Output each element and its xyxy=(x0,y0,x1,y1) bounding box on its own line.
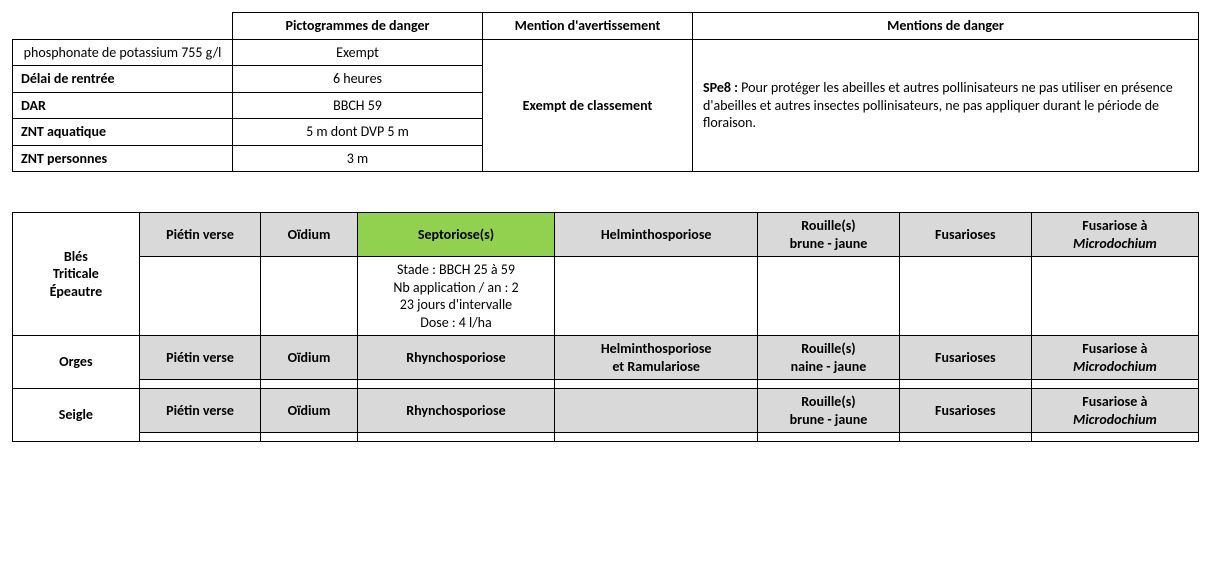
disease-header: Oïdium xyxy=(261,336,357,380)
table-row xyxy=(13,380,1199,389)
disease-header: Piétin verse xyxy=(139,336,261,380)
cell xyxy=(1031,433,1198,442)
cell xyxy=(357,380,555,389)
label: Triticale xyxy=(53,265,99,282)
disease-header: Fusarioses xyxy=(899,389,1031,433)
label: naine - jaune xyxy=(791,358,867,375)
disease-header: Rouille(s) naine - jaune xyxy=(758,336,900,380)
label: brune - jaune xyxy=(790,411,868,428)
label: Rouille(s) xyxy=(801,217,855,234)
label: Mention d'avertissement xyxy=(515,17,661,34)
label: Fusariose à xyxy=(1082,393,1147,410)
cell xyxy=(758,380,900,389)
header-pictogrammes: Pictogrammes de danger xyxy=(233,13,483,40)
cell xyxy=(357,433,555,442)
cell xyxy=(261,433,357,442)
cell xyxy=(1031,257,1198,336)
disease-header: Piétin verse xyxy=(139,213,261,257)
label: et Ramulariose xyxy=(612,358,700,375)
disease-header: Fusarioses xyxy=(899,213,1031,257)
row-value: BBCH 59 xyxy=(233,92,483,119)
cell xyxy=(1031,380,1198,389)
header-mention-avertissement: Mention d'avertissement xyxy=(483,13,693,40)
label: Épeautre xyxy=(50,283,103,300)
cell xyxy=(139,433,261,442)
disease-header: Fusariose à Microdochium xyxy=(1031,336,1198,380)
cell xyxy=(555,433,758,442)
label: brune - jaune xyxy=(790,235,868,252)
table-row: Stade : BBCH 25 à 59 Nb application / an… xyxy=(13,257,1199,336)
header-mentions-danger: Mentions de danger xyxy=(693,13,1199,40)
row-label: ZNT aquatique xyxy=(13,119,233,146)
blank-cell xyxy=(13,13,233,40)
disease-header: Rhynchosporiose xyxy=(357,336,555,380)
label: Fusariose à xyxy=(1082,340,1147,357)
label: Microdochium xyxy=(1073,358,1157,375)
label: Rouille(s) xyxy=(801,340,855,357)
disease-header: Rouille(s) brune - jaune xyxy=(758,213,900,257)
label: Blés xyxy=(64,248,88,265)
cell xyxy=(555,380,758,389)
label: Dose : 4 l/ha xyxy=(420,314,491,331)
row-label: DAR xyxy=(13,92,233,119)
spe8-label: SPe8 : xyxy=(703,79,738,96)
disease-header: Oïdium xyxy=(261,213,357,257)
table-row: Pictogrammes de danger Mention d'avertis… xyxy=(13,13,1199,40)
cell xyxy=(261,380,357,389)
label: Rouille(s) xyxy=(801,393,855,410)
cell-septoriose-details: Stade : BBCH 25 à 59 Nb application / an… xyxy=(357,257,555,336)
crop-seigle: Seigle xyxy=(13,389,140,442)
cell-exempt-classement: Exempt de classement xyxy=(483,39,693,172)
disease-table: Blés Triticale Épeautre Piétin verse Oïd… xyxy=(12,212,1199,442)
label: Microdochium xyxy=(1073,235,1157,252)
crop-orges: Orges xyxy=(13,336,140,389)
label: Microdochium xyxy=(1073,411,1157,428)
row-value: 6 heures xyxy=(233,66,483,93)
cell xyxy=(899,380,1031,389)
cell xyxy=(555,257,758,336)
cell-substance: phosphonate de potassium 755 g/l xyxy=(13,39,233,66)
label: phosphonate de potassium 755 g/l xyxy=(24,44,222,61)
cell xyxy=(899,433,1031,442)
label: Nb application / an : 2 xyxy=(393,279,518,296)
hazard-table: Pictogrammes de danger Mention d'avertis… xyxy=(12,12,1199,172)
label: Fusariose à xyxy=(1082,217,1147,234)
disease-header xyxy=(555,389,758,433)
table-row: Blés Triticale Épeautre Piétin verse Oïd… xyxy=(13,213,1199,257)
disease-header: Rouille(s) brune - jaune xyxy=(758,389,900,433)
cell xyxy=(261,257,357,336)
label: Exempt de classement xyxy=(523,97,653,114)
cell xyxy=(758,257,900,336)
table-row xyxy=(13,433,1199,442)
disease-header: Fusariose à Microdochium xyxy=(1031,389,1198,433)
table-row: phosphonate de potassium 755 g/l Exempt … xyxy=(13,39,1199,66)
label: Helminthosporiose xyxy=(601,340,712,357)
disease-header: Helminthosporiose et Ramulariose xyxy=(555,336,758,380)
cell xyxy=(139,380,261,389)
spe8-text: Pour protéger les abeilles et autres pol… xyxy=(703,79,1173,131)
row-value: 5 m dont DVP 5 m xyxy=(233,119,483,146)
disease-header: Fusariose à Microdochium xyxy=(1031,213,1198,257)
cell xyxy=(758,433,900,442)
table-row: Orges Piétin verse Oïdium Rhynchosporios… xyxy=(13,336,1199,380)
label: 23 jours d'intervalle xyxy=(400,296,512,313)
cell xyxy=(139,257,261,336)
row-label: Délai de rentrée xyxy=(13,66,233,93)
cell-spe8: SPe8 : Pour protéger les abeilles et aut… xyxy=(693,39,1199,172)
cell xyxy=(899,257,1031,336)
disease-header: Fusarioses xyxy=(899,336,1031,380)
disease-header: Helminthosporiose xyxy=(555,213,758,257)
cell-picto-value: Exempt xyxy=(233,39,483,66)
row-value: 3 m xyxy=(233,145,483,172)
row-label: ZNT personnes xyxy=(13,145,233,172)
crop-bles: Blés Triticale Épeautre xyxy=(13,213,140,336)
disease-header-highlight: Septoriose(s) xyxy=(357,213,555,257)
disease-header: Rhynchosporiose xyxy=(357,389,555,433)
disease-header: Piétin verse xyxy=(139,389,261,433)
disease-header: Oïdium xyxy=(261,389,357,433)
label: Stade : BBCH 25 à 59 xyxy=(397,261,515,278)
table-row: Seigle Piétin verse Oïdium Rhynchosporio… xyxy=(13,389,1199,433)
